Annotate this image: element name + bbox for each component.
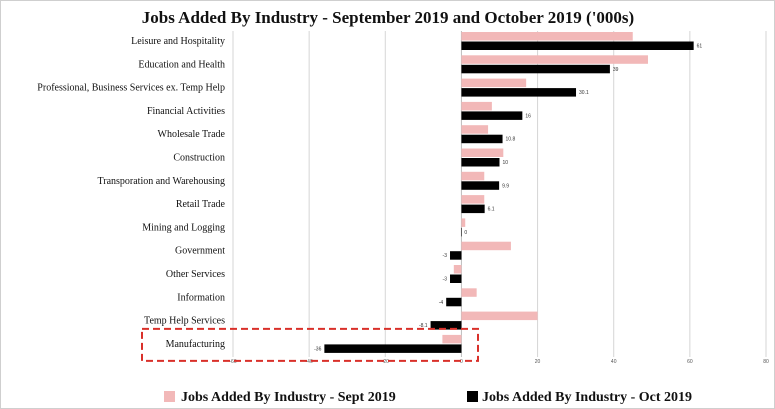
x-tick-label: 80 <box>763 359 769 365</box>
category-label: Wholesale Trade <box>158 129 226 140</box>
x-tick-label: -40 <box>306 359 313 365</box>
bar-sept <box>461 171 485 181</box>
bar-sept <box>461 78 527 88</box>
bar-oct <box>461 88 577 97</box>
category-label: Construction <box>173 153 225 164</box>
category-label: Retail Trade <box>176 199 226 210</box>
bar-oct <box>461 227 462 237</box>
labels-layer: Leisure and Hospitality 61 Education and H… <box>37 36 702 352</box>
bar-oct <box>461 134 503 144</box>
bar-oct <box>461 181 500 190</box>
data-label-oct: 6.1 <box>488 207 495 213</box>
x-tick-label: -60 <box>229 359 236 365</box>
bar-sept <box>442 334 462 344</box>
category-label: Education and Health <box>138 59 225 70</box>
bar-sept <box>453 265 462 274</box>
bars-layer <box>324 32 694 353</box>
legend-item-oct[interactable]: Jobs Added By Industry - Oct 2019 <box>467 390 692 405</box>
category-label: Manufacturing <box>166 339 225 350</box>
bar-oct <box>461 41 694 50</box>
legend-label-sept: Jobs Added By Industry - Sept 2019 <box>181 390 396 405</box>
category-label: Professional, Business Services ex. Temp… <box>37 83 225 94</box>
x-tick-label: 0 <box>460 359 463 365</box>
category-label: Mining and Logging <box>142 222 225 233</box>
category-label: Other Services <box>166 269 225 280</box>
bar-oct <box>324 344 462 353</box>
legend: Jobs Added By Industry - Sept 2019 Jobs … <box>164 390 692 405</box>
bar-sept <box>461 125 489 134</box>
bar-oct <box>461 111 523 120</box>
bar-oct <box>461 158 500 167</box>
bar-oct <box>461 64 610 74</box>
data-label-oct: 0 <box>464 230 467 236</box>
bar-sept <box>461 32 633 41</box>
category-label: Temp Help Services <box>144 316 225 327</box>
data-label-oct: -36 <box>314 346 321 352</box>
data-label-oct: -3 <box>443 277 448 283</box>
bar-sept <box>461 218 466 227</box>
bar-oct <box>430 321 462 330</box>
bar-sept <box>461 195 485 204</box>
x-tick-label: 40 <box>611 359 617 365</box>
legend-item-sept[interactable]: Jobs Added By Industry - Sept 2019 <box>164 390 396 405</box>
legend-swatch-sept <box>164 391 175 402</box>
data-label-oct: -3 <box>443 253 448 259</box>
x-tick-label: -20 <box>382 359 389 365</box>
highlight-box <box>141 327 479 362</box>
category-label: Transporation and Warehousing <box>97 176 225 187</box>
highlight-layer <box>141 327 479 362</box>
category-label: Leisure and Hospitality <box>131 36 225 47</box>
grid-layer: -60 -40 -20 0 20 40 60 80 <box>229 31 769 365</box>
bar-oct <box>450 274 462 283</box>
bar-sept <box>461 148 504 157</box>
bar-sept <box>461 241 511 251</box>
data-label-oct: 16 <box>525 113 531 119</box>
bar-oct <box>446 297 462 307</box>
category-label: Financial Activities <box>147 106 225 117</box>
bar-sept <box>461 311 538 321</box>
data-label-oct: -4 <box>439 300 444 306</box>
data-label-oct: 30.1 <box>579 90 589 96</box>
legend-label-oct: Jobs Added By Industry - Oct 2019 <box>482 390 692 405</box>
data-label-oct: -8.1 <box>419 323 428 329</box>
bar-oct <box>461 204 485 214</box>
bar-sept <box>461 101 492 111</box>
category-label: Information <box>177 292 225 303</box>
data-label-oct: 39 <box>613 67 619 73</box>
data-label-oct: 10 <box>503 160 509 166</box>
x-tick-label: 60 <box>687 359 693 365</box>
x-tick-label: 20 <box>535 359 541 365</box>
bar-oct <box>450 251 462 260</box>
data-label-oct: 10.8 <box>506 137 516 143</box>
bar-sept <box>461 288 477 297</box>
data-label-oct: 9.9 <box>502 183 509 189</box>
chart-title: Jobs Added By Industry - September 2019 … <box>142 8 634 27</box>
data-label-oct: 61 <box>697 44 703 50</box>
legend-swatch-oct <box>467 391 478 402</box>
bar-sept <box>461 55 648 64</box>
category-label: Government <box>175 246 225 257</box>
